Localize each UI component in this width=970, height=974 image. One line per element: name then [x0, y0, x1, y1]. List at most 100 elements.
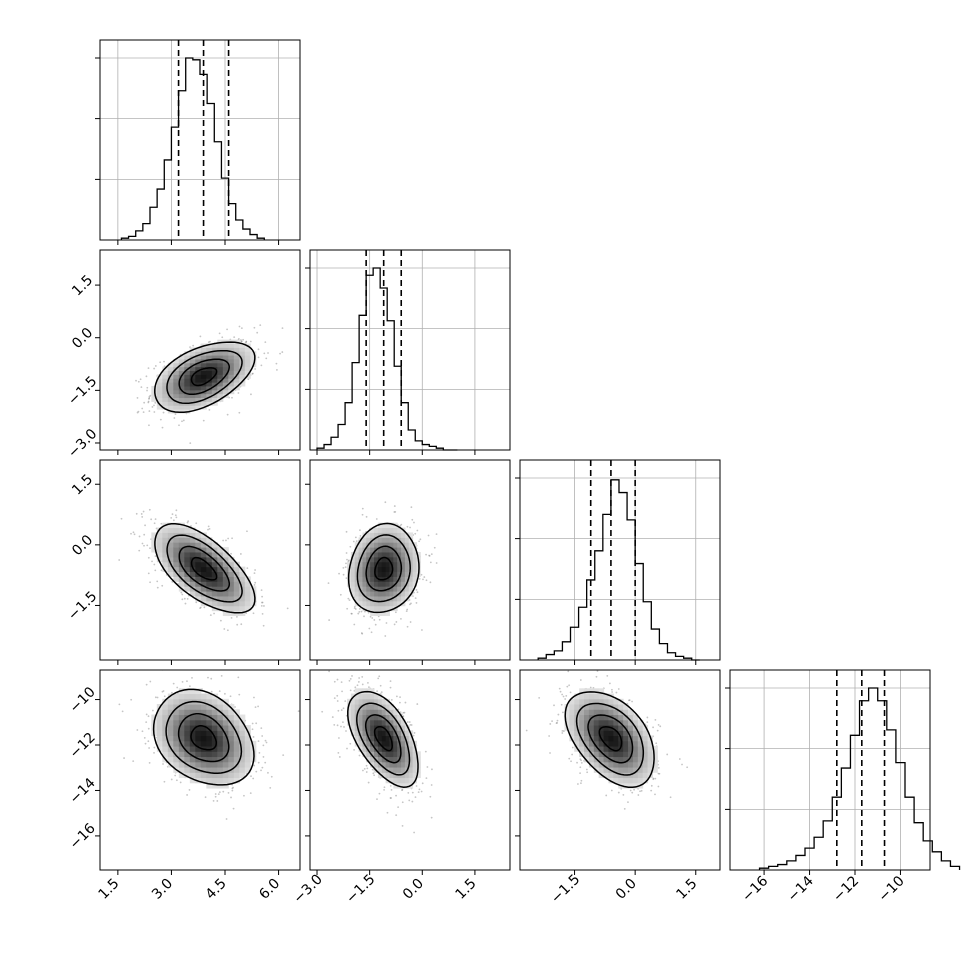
sample-point	[253, 612, 255, 614]
sample-point	[262, 602, 264, 604]
histogram-bin	[422, 445, 429, 450]
sample-point	[263, 756, 265, 758]
density-cell	[351, 572, 355, 577]
sample-point	[561, 732, 563, 734]
sample-point	[143, 545, 145, 547]
sample-point	[222, 540, 224, 542]
sample-point	[362, 508, 364, 510]
sample-point	[414, 732, 416, 734]
density-cell	[190, 405, 196, 409]
density-cell	[382, 581, 386, 586]
sample-point	[422, 782, 424, 784]
density-cell	[201, 694, 207, 700]
sample-point	[153, 747, 155, 749]
density-cell	[184, 767, 190, 773]
density-cell	[386, 547, 390, 552]
density-cell	[362, 715, 366, 721]
density-cell	[195, 378, 201, 382]
density-cell	[378, 591, 382, 596]
density-cell	[382, 537, 386, 542]
sample-point	[349, 546, 351, 548]
sample-point	[173, 683, 175, 685]
density-cell	[179, 405, 185, 409]
density-cell	[184, 363, 190, 367]
density-cell	[389, 528, 393, 533]
density-cell	[228, 355, 234, 359]
histogram-bin	[387, 321, 394, 450]
sample-point	[137, 397, 139, 399]
density-cell	[397, 596, 401, 601]
density-cell	[190, 572, 196, 577]
sample-point	[139, 536, 141, 538]
sample-point	[146, 375, 148, 377]
density-cell	[397, 730, 401, 736]
density-cell	[190, 398, 196, 402]
sample-point	[362, 514, 364, 516]
sample-point	[359, 529, 361, 531]
sample-point	[162, 427, 164, 429]
density-cell	[378, 581, 382, 586]
density-cell	[409, 552, 413, 557]
density-cell	[184, 562, 190, 567]
density-cell	[195, 386, 201, 390]
sample-point	[421, 791, 423, 793]
sample-point	[216, 800, 218, 802]
density-cell	[195, 532, 201, 537]
sample-point	[175, 514, 177, 516]
sample-point	[413, 522, 415, 524]
density-cell	[201, 378, 207, 382]
sample-point	[354, 686, 356, 688]
density-cell	[217, 572, 223, 577]
sample-point	[361, 611, 363, 613]
density-cell	[228, 757, 234, 763]
density-cell	[374, 611, 378, 616]
density-cell	[409, 778, 413, 784]
density-cell	[157, 730, 163, 736]
density-cell	[351, 709, 355, 715]
density-cell	[378, 596, 382, 601]
sample-point	[410, 621, 412, 623]
histogram-bin	[635, 564, 643, 660]
density-cell	[378, 736, 382, 742]
density-cell	[162, 562, 168, 567]
density-cell	[351, 567, 355, 572]
histogram-bin	[554, 651, 562, 660]
density-cell	[355, 704, 359, 710]
sample-point	[361, 632, 363, 634]
sample-point	[429, 796, 431, 798]
histogram-bin	[595, 551, 603, 660]
histogram-bin	[171, 127, 178, 240]
sample-point	[153, 368, 155, 370]
sample-point	[413, 832, 415, 834]
sample-point	[353, 624, 355, 626]
density-cell	[162, 704, 168, 710]
sample-point	[148, 715, 150, 717]
sample-point	[257, 706, 259, 708]
sample-point	[341, 709, 343, 711]
density-cell	[228, 606, 234, 611]
density-cell	[401, 576, 405, 581]
density-cell	[195, 751, 201, 757]
density-cell	[157, 715, 163, 721]
sample-point	[348, 560, 350, 562]
histogram-bin	[579, 607, 587, 660]
sample-point	[618, 792, 620, 794]
sample-point	[373, 774, 375, 776]
sample-point	[175, 509, 177, 511]
sample-point	[149, 547, 151, 549]
scatter-panel-1-2	[97, 250, 300, 459]
sample-point	[436, 562, 438, 564]
sample-point	[130, 533, 132, 535]
density-cell	[228, 730, 234, 736]
scatter-panel-2-3	[305, 460, 510, 665]
sample-point	[406, 610, 408, 612]
sample-point	[148, 401, 150, 403]
density-cell	[405, 730, 409, 736]
sample-point	[187, 598, 189, 600]
sample-point	[327, 661, 329, 663]
density-cell	[162, 709, 168, 715]
density-cell	[212, 778, 218, 784]
sample-point	[338, 573, 340, 575]
histogram-step-line	[538, 480, 700, 660]
density-cell	[168, 699, 174, 705]
